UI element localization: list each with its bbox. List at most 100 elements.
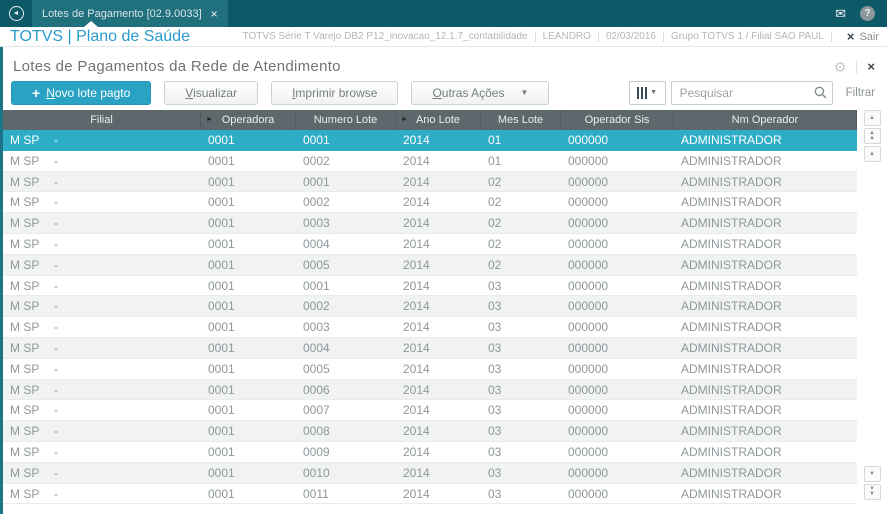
cell-numero-lote: 0003 bbox=[303, 320, 330, 335]
tab-lotes-de-pagamento[interactable]: Lotes de Pagamento [02.9.0033] × bbox=[32, 0, 228, 27]
toolbar: + Novo lote pagto Visualizar Imprimir br… bbox=[3, 80, 887, 105]
outras-acoes-button[interactable]: Outras Ações ▼ bbox=[411, 80, 550, 105]
column-header-mes-lote[interactable]: Mes Lote bbox=[481, 110, 561, 130]
column-header-operadora[interactable]: ► Operadora bbox=[201, 110, 296, 130]
settings-gear-icon[interactable]: ⚙ bbox=[833, 58, 847, 75]
table-row[interactable]: M SP - 0001 0006 2014 03 000000 ADMINISTR… bbox=[3, 379, 857, 401]
cell-filial: M SP - bbox=[10, 382, 58, 397]
cell-numero-lote: 0004 bbox=[303, 340, 330, 355]
table-row[interactable]: M SP - 0001 0007 2014 03 000000 ADMINISTR… bbox=[3, 400, 857, 422]
cell-mes-lote: 02 bbox=[488, 257, 502, 272]
table-row[interactable]: M SP - 0001 0010 2014 03 000000 ADMINISTR… bbox=[3, 462, 857, 484]
column-header-filial[interactable]: Filial bbox=[3, 110, 201, 130]
environment-bar: TOTVS Série T Varejo DB2 P12_inovacao_12… bbox=[243, 30, 879, 43]
cell-operador-sis: 000000 bbox=[568, 133, 609, 147]
table-row[interactable]: M SP - 0001 0003 2014 02 000000 ADMINISTR… bbox=[3, 213, 857, 234]
cell-filial: M SP - bbox=[10, 278, 58, 293]
button-label: Novo lote pagto bbox=[46, 85, 131, 100]
cell-nm-operador: ADMINISTRADOR bbox=[681, 320, 782, 335]
cell-operadora: 0001 bbox=[208, 465, 235, 480]
cell-ano-lote: 2014 bbox=[403, 195, 430, 210]
cell-numero-lote: 0002 bbox=[303, 195, 330, 210]
chevron-down-icon: ▼ bbox=[520, 88, 529, 97]
cell-filial: M SP - bbox=[10, 299, 58, 314]
cell-numero-lote: 0006 bbox=[303, 382, 330, 397]
table-row[interactable]: M SP - 0001 0002 2014 01 000000 ADMINISTR… bbox=[3, 150, 857, 172]
column-header-operador-sis[interactable]: Operador Sis bbox=[561, 110, 674, 130]
help-icon[interactable]: ? bbox=[860, 6, 875, 21]
table-row[interactable]: M SP - 0001 0005 2014 03 000000 ADMINISTR… bbox=[3, 358, 857, 380]
column-selector-button[interactable]: ▼ bbox=[628, 80, 666, 105]
table-row[interactable]: M SP - 0001 0001 2014 03 000000 ADMINISTR… bbox=[3, 275, 857, 297]
cell-operadora: 0001 bbox=[208, 486, 235, 501]
table-row[interactable]: M SP - 0001 0002 2014 03 000000 ADMINISTR… bbox=[3, 296, 857, 318]
cell-operadora: 0001 bbox=[208, 153, 235, 168]
column-header-nm-operador[interactable]: Nm Operador bbox=[674, 110, 857, 130]
first-record-button[interactable]: ▲ bbox=[863, 146, 881, 162]
table-row[interactable]: M SP - 0001 0004 2014 03 000000 ADMINISTR… bbox=[3, 337, 857, 359]
logout-button[interactable]: × Sair bbox=[847, 30, 879, 43]
cell-mes-lote: 02 bbox=[488, 216, 502, 231]
cell-operadora: 0001 bbox=[208, 299, 235, 314]
scroll-down-button[interactable]: ▼ bbox=[863, 466, 881, 482]
close-routine-icon[interactable]: × bbox=[867, 59, 875, 74]
table-row[interactable]: M SP - 0001 0009 2014 03 000000 ADMINISTR… bbox=[3, 441, 857, 463]
data-table: Filial ► Operadora Numero Lote ► Ano Lote … bbox=[3, 110, 857, 506]
table-row[interactable]: M SP - 0001 0008 2014 03 000000 ADMINISTR… bbox=[3, 421, 857, 442]
action-buttons: + Novo lote pagto Visualizar Imprimir br… bbox=[11, 80, 550, 105]
logout-x-icon: × bbox=[846, 29, 855, 44]
visualizar-button[interactable]: Visualizar bbox=[164, 80, 259, 105]
panel-controls: ⚙ × bbox=[833, 58, 875, 75]
plus-icon: + bbox=[32, 84, 41, 101]
cell-numero-lote: 0009 bbox=[303, 444, 330, 459]
table-row[interactable]: M SP - 0001 0005 2014 02 000000 ADMINISTR… bbox=[3, 254, 857, 276]
cell-operador-sis: 000000 bbox=[568, 465, 609, 480]
table-row[interactable]: M SP - 0001 0003 2014 03 000000 ADMINISTR… bbox=[3, 317, 857, 338]
cell-mes-lote: 03 bbox=[488, 340, 502, 355]
cell-numero-lote: 0002 bbox=[303, 299, 330, 314]
cell-numero-lote: 0002 bbox=[303, 153, 330, 168]
table-row[interactable]: M SP - 0001 0004 2014 02 000000 ADMINISTR… bbox=[3, 233, 857, 255]
cell-operador-sis: 000000 bbox=[568, 174, 609, 189]
cell-ano-lote: 2014 bbox=[403, 216, 430, 231]
table-row[interactable]: M SP - 0001 0001 2014 01 000000 ADMINISTR… bbox=[3, 130, 857, 151]
cell-numero-lote: 0011 bbox=[303, 486, 329, 501]
cell-nm-operador: ADMINISTRADOR bbox=[681, 195, 782, 210]
column-header-numero-lote[interactable]: Numero Lote bbox=[296, 110, 396, 130]
scroll-up-button[interactable]: ▲ bbox=[863, 110, 881, 126]
cell-ano-lote: 2014 bbox=[403, 278, 430, 293]
cell-ano-lote: 2014 bbox=[403, 361, 430, 376]
cell-ano-lote: 2014 bbox=[403, 257, 430, 272]
page-down-button[interactable]: ▼ ▼ bbox=[863, 484, 881, 500]
cell-operadora: 0001 bbox=[208, 320, 235, 335]
column-header-ano-lote[interactable]: ► Ano Lote bbox=[396, 110, 481, 130]
cell-mes-lote: 03 bbox=[488, 424, 502, 439]
cell-filial: M SP - bbox=[10, 444, 58, 459]
button-label: Outras Ações bbox=[432, 85, 505, 100]
cell-operadora: 0001 bbox=[208, 236, 235, 251]
home-button[interactable]: ◄ bbox=[0, 0, 32, 27]
search-icon[interactable] bbox=[814, 86, 827, 99]
tab-close-icon[interactable]: × bbox=[210, 6, 218, 21]
table-row[interactable]: M SP - 0001 0001 2014 02 000000 ADMINISTR… bbox=[3, 171, 857, 193]
cell-operador-sis: 000000 bbox=[568, 486, 609, 501]
cell-ano-lote: 2014 bbox=[403, 444, 430, 459]
novo-lote-pagto-button[interactable]: + Novo lote pagto bbox=[11, 80, 152, 105]
table-row[interactable]: M SP - 0001 0011 2014 03 000000 ADMINISTR… bbox=[3, 483, 857, 505]
mail-icon[interactable]: ✉ bbox=[835, 5, 846, 21]
cell-mes-lote: 03 bbox=[488, 299, 502, 314]
cell-operador-sis: 000000 bbox=[568, 236, 609, 251]
cell-nm-operador: ADMINISTRADOR bbox=[681, 424, 782, 439]
cell-operador-sis: 000000 bbox=[568, 382, 609, 397]
cell-filial: M SP - bbox=[10, 216, 58, 231]
search-input[interactable] bbox=[670, 80, 833, 105]
cell-mes-lote: 02 bbox=[488, 174, 502, 189]
cell-operador-sis: 000000 bbox=[568, 257, 609, 272]
table-row[interactable]: M SP - 0001 0002 2014 02 000000 ADMINISTR… bbox=[3, 192, 857, 214]
cell-operadora: 0001 bbox=[208, 424, 235, 439]
vertical-scrollbar[interactable]: ▲ ▲ ▲ ▲ ▼ ▼ ▼ bbox=[857, 110, 887, 506]
filter-link[interactable]: Filtrar bbox=[845, 86, 875, 99]
imprimir-browse-button[interactable]: Imprimir browse bbox=[271, 80, 399, 105]
cell-ano-lote: 2014 bbox=[403, 382, 430, 397]
page-up-button[interactable]: ▲ ▲ bbox=[863, 128, 881, 144]
